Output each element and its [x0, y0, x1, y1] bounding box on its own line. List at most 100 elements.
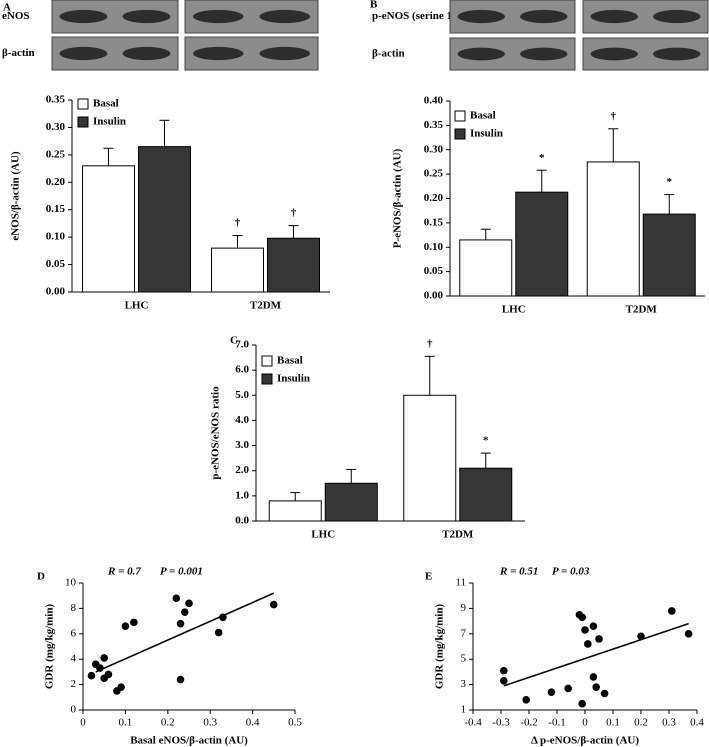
- y-tick-label: 0.25: [46, 148, 66, 160]
- y-axis-label: eNOS/β-actin (AU): [10, 151, 22, 241]
- error-bar: [536, 169, 547, 193]
- significance-marker: †: [291, 207, 297, 219]
- y-tick-label: 3.0: [235, 439, 249, 451]
- point: [176, 675, 185, 684]
- point: [100, 654, 108, 662]
- y-tick-label: 7: [461, 627, 467, 639]
- point: [130, 618, 138, 627]
- error-bar: [346, 468, 357, 484]
- point: [522, 696, 530, 704]
- annotation: R = 0.7: [107, 566, 141, 578]
- panel-letter: A: [3, 2, 11, 14]
- bar: [268, 500, 322, 522]
- bar: [138, 146, 191, 293]
- blot-band: [653, 47, 701, 61]
- fit-line: [95, 592, 275, 673]
- x-tick-label: 0.3: [662, 717, 676, 729]
- blot-label: β-actin: [372, 48, 405, 60]
- bar: [324, 482, 378, 522]
- bar: [267, 237, 320, 293]
- significance-marker: †: [235, 217, 241, 229]
- annotation: P = 0.001: [160, 566, 203, 578]
- bar: [403, 394, 457, 522]
- y-tick-label: 0.00: [46, 286, 66, 298]
- y-tick-label: 0.05: [46, 258, 66, 270]
- y-tick-label: 1: [461, 704, 467, 716]
- y-tick-label: 0.15: [46, 203, 66, 215]
- blot-label: β-actin: [2, 47, 35, 59]
- y-tick-label: 0.00: [424, 290, 444, 302]
- legend-label: Basal: [93, 98, 119, 110]
- point: [668, 607, 676, 615]
- blot-band: [192, 9, 244, 24]
- x-axis-label: Basal eNOS/β-actin (AU): [130, 735, 248, 747]
- y-tick-label: 0.20: [424, 192, 444, 204]
- legend-swatch: [454, 128, 466, 140]
- error-bar: [424, 355, 435, 396]
- significance-marker: *: [539, 152, 545, 164]
- x-tick-label: 0.4: [690, 717, 704, 729]
- y-tick-label: 0.40: [424, 95, 444, 107]
- y-axis-label: p-eNOS/eNOS ratio: [210, 386, 222, 480]
- significance-marker: †: [611, 110, 617, 122]
- y-tick-label: 6.0: [235, 364, 249, 376]
- point: [176, 619, 185, 628]
- point: [185, 599, 193, 608]
- y-tick-label: 0.30: [424, 143, 444, 155]
- legend-swatch: [77, 116, 89, 128]
- y-tick-label: 0.35: [46, 94, 66, 106]
- point: [592, 683, 600, 691]
- y-tick-label: 8: [71, 602, 77, 614]
- y-axis-label: P-eNOS/β-actin (AU): [392, 148, 404, 248]
- point: [578, 613, 586, 622]
- y-tick-label: 6: [71, 627, 77, 639]
- blot-label: p-eNOS (serine 1177): [372, 10, 472, 22]
- blot-band: [59, 9, 108, 24]
- point: [589, 622, 598, 630]
- blot-band: [590, 9, 638, 24]
- x-tick-label: 0: [80, 717, 86, 729]
- blot-band: [590, 47, 638, 61]
- point: [500, 666, 508, 675]
- x-axis-label: Δ p-eNOS/β-actin (AU): [531, 735, 639, 747]
- point: [578, 699, 586, 708]
- x-tick-label: 0.3: [203, 717, 217, 729]
- bar: [459, 239, 513, 297]
- y-tick-label: 3: [461, 678, 467, 690]
- y-tick-label: 0.15: [424, 216, 444, 228]
- blot-band: [259, 46, 311, 61]
- y-tick-label: 0.10: [46, 231, 66, 243]
- point: [500, 676, 508, 685]
- blot-band: [122, 46, 171, 61]
- x-tick-label: 0.1: [119, 717, 133, 729]
- y-tick-label: 10: [65, 577, 77, 589]
- point: [595, 635, 603, 643]
- x-tick-label: T2DM: [442, 529, 474, 541]
- y-tick-label: 0.35: [424, 119, 444, 131]
- x-tick-label: 0.5: [288, 717, 302, 729]
- y-tick-label: 4: [71, 653, 77, 665]
- x-tick-label: LHC: [311, 529, 335, 541]
- y-tick-label: 0: [71, 704, 77, 716]
- bar: [642, 213, 696, 297]
- y-tick-label: 7.0: [235, 339, 249, 351]
- blot-band: [59, 46, 108, 61]
- point: [270, 600, 278, 609]
- bar: [211, 247, 264, 293]
- point: [564, 684, 572, 693]
- significance-marker: *: [667, 176, 673, 188]
- legend-label: Insulin: [470, 128, 503, 140]
- annotation: P = 0.03: [552, 566, 590, 578]
- blot-band: [259, 9, 311, 24]
- bar: [515, 191, 569, 297]
- error-bar: [608, 128, 619, 162]
- y-tick-label: 0.25: [424, 168, 444, 180]
- blot-band: [457, 47, 505, 61]
- error-bar: [480, 452, 491, 469]
- error-bar: [159, 119, 170, 147]
- panel-letter: E: [425, 571, 432, 583]
- bar: [82, 165, 135, 293]
- point: [117, 683, 125, 691]
- x-tick-label: LHC: [125, 300, 149, 312]
- panel-letter: C: [230, 335, 238, 347]
